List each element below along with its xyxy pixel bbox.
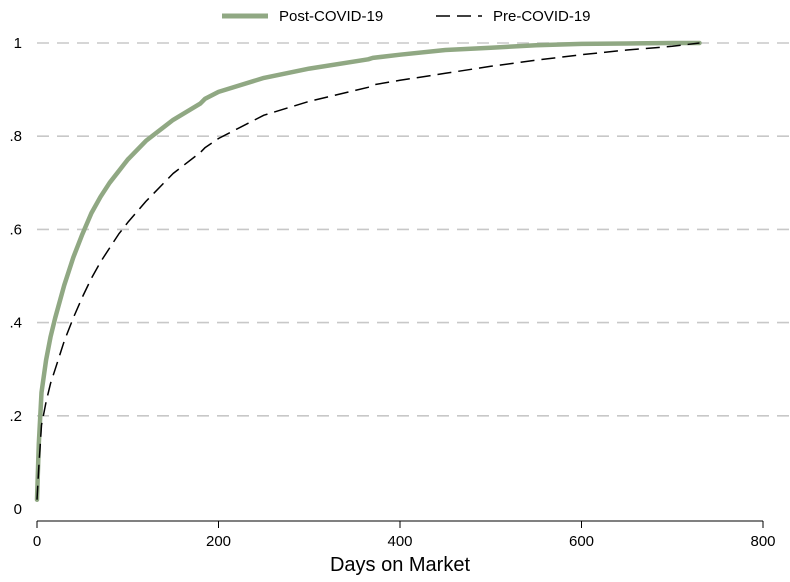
y-tick-label: 0	[14, 501, 22, 518]
x-tick-label: 0	[33, 533, 41, 550]
legend-label-pre-covid: Pre-COVID-19	[493, 8, 591, 25]
y-tick-label: .4	[9, 315, 22, 332]
x-tick-labels: 0 200 400 600 800	[33, 533, 776, 550]
legend: Post-COVID-19 Pre-COVID-19	[222, 8, 591, 25]
y-tick-labels: 0 .2 .4 .6 .8 1	[9, 35, 22, 518]
series-line-pre-covid	[36, 42, 700, 500]
series-line-post-covid	[34, 40, 702, 502]
x-tick-label: 800	[750, 533, 775, 550]
x-tick-label: 400	[387, 533, 412, 550]
axes	[36, 520, 764, 528]
y-tick-label: .8	[9, 128, 22, 145]
series-lines	[34, 40, 702, 502]
y-tick-label: .2	[9, 408, 22, 425]
y-tick-label: .6	[9, 221, 22, 238]
x-tick-label: 200	[206, 533, 231, 550]
legend-label-post-covid: Post-COVID-19	[279, 8, 383, 25]
gridlines	[37, 42, 790, 417]
x-axis-title: Days on Market	[330, 554, 470, 576]
y-tick-label: 1	[14, 35, 22, 52]
x-tick-label: 600	[569, 533, 594, 550]
